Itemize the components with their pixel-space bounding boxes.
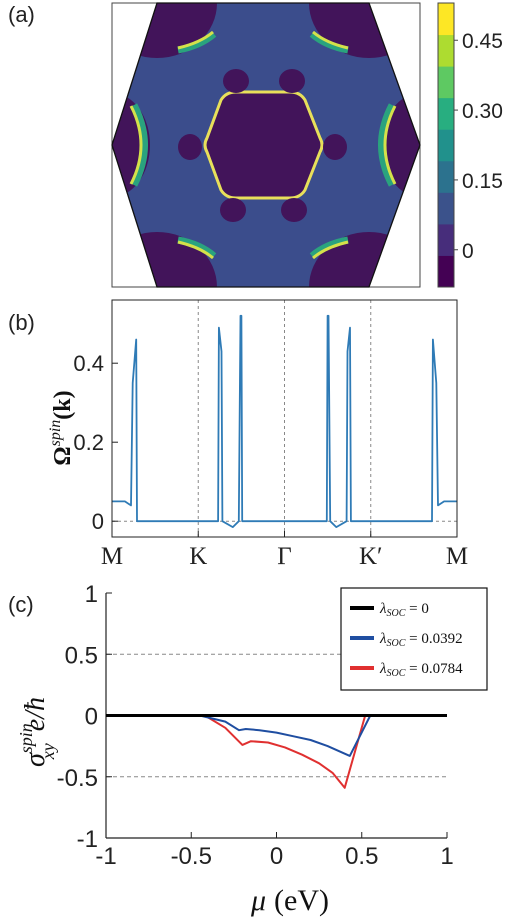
- corner-rim-top-right: [309, 31, 349, 54]
- y-tick-label: -0.5: [57, 765, 98, 792]
- y-tick-label: 0.4: [73, 351, 104, 376]
- legend-value: = 0.0784: [405, 661, 463, 677]
- colorbar-tick-label: 0: [462, 240, 474, 263]
- colorbar-bands: [438, 3, 454, 288]
- corner-rim-bottom-right-inner: [312, 240, 349, 260]
- colorbar-ticks: 0.45 0.30 0.15 0: [454, 30, 503, 263]
- x-tick-label: M: [446, 543, 468, 570]
- y-axis-label-c: σspin xy e/ħ: [16, 697, 58, 767]
- corner-rim-bottom-right: [309, 236, 349, 259]
- legend-label: λSOC = 0: [379, 601, 429, 619]
- panel-c-plot: 1 0.5 0 -0.5 -1-1 -0.5 0 0.5 1: [57, 581, 454, 870]
- colorbar-band-8: [438, 3, 454, 36]
- colorbar-tick-label: 0.30: [462, 100, 503, 123]
- colorbar-band-1: [438, 223, 454, 256]
- corner-rim-top-left: [177, 31, 217, 54]
- colorbar-band-4: [438, 129, 454, 162]
- legend-sub: SOC: [387, 668, 406, 679]
- legend-value: = 0.0392: [405, 631, 462, 647]
- ylabel-c-sub: xy: [38, 743, 58, 760]
- ylabel-c-sup: spin: [16, 723, 36, 753]
- legend-lambda: λ: [379, 631, 387, 647]
- x-tick-label: -0.5: [171, 843, 212, 870]
- legend-sub: SOC: [387, 608, 406, 619]
- colorbar: 0.45 0.30 0.15 0: [437, 2, 503, 288]
- x-tick-label: K: [189, 543, 207, 570]
- spin-hall-line-2: [106, 714, 447, 789]
- ylabel-c-main: σ: [20, 752, 51, 767]
- panel-c-label: (c): [8, 592, 34, 617]
- legend-sub: SOC: [387, 638, 406, 649]
- lobe-left: [178, 134, 202, 160]
- corner-rim-top-right-inner: [312, 30, 349, 50]
- legend-lambda: λ: [379, 601, 387, 617]
- colorbar-tick-label: 0.15: [462, 170, 503, 193]
- spin-hall-line-1: [106, 714, 447, 757]
- central-pocket: [203, 90, 324, 200]
- legend-label: λSOC = 0.0392: [379, 631, 463, 649]
- xlabel-c-unit: (eV): [274, 884, 329, 917]
- brillouin-zone-outline: [111, 2, 421, 288]
- berry-curvature-line: [112, 314, 457, 528]
- corner-rim-left: [130, 103, 148, 187]
- y-tick-label: 0.2: [73, 430, 104, 455]
- x-tick-label: 0.5: [345, 843, 378, 870]
- panel-b-label: (b): [8, 310, 35, 335]
- colorbar-frame: [437, 2, 455, 288]
- corner-rim-right: [378, 103, 396, 187]
- y-tick-label: -1: [77, 826, 98, 853]
- corner-rim-right-inner: [383, 105, 397, 185]
- y-tick-label: 0: [85, 704, 98, 731]
- corner-rim-bottom-left: [177, 236, 217, 259]
- panel-a-label: (a): [8, 2, 35, 27]
- corner-rim-bottom-left-inner: [177, 240, 214, 260]
- panel-b-frame: [111, 299, 458, 538]
- lobe-bottom-left: [220, 198, 246, 222]
- colorbar-band-5: [438, 97, 454, 130]
- ylabel-b-paren: (k): [50, 390, 76, 419]
- corner-pocket-left: [112, 93, 150, 197]
- corner-rim-top-left-inner: [177, 30, 214, 50]
- small-lobes: [178, 69, 347, 222]
- svg-text:Ωspin(k): Ωspin(k): [47, 390, 76, 465]
- panel-b-plot: M K Γ K′ M 0 0.2 0.4: [73, 299, 468, 570]
- colorbar-band-3: [438, 160, 454, 193]
- legend-value: = 0: [405, 601, 428, 617]
- ylabel-c-unit: e/ħ: [20, 697, 51, 731]
- ylabel-b-sup: spin: [47, 420, 64, 447]
- lobe-right: [323, 134, 347, 160]
- corner-rim-left-inner: [129, 105, 143, 185]
- y-tick-label: 0: [92, 509, 104, 534]
- colorbar-band-0: [438, 255, 454, 288]
- x-tick-label: K′: [359, 543, 383, 570]
- legend-label: λSOC = 0.0784: [379, 661, 463, 679]
- x-axis-label-c: μ (eV): [250, 884, 329, 917]
- x-tick-label: 1: [440, 843, 453, 870]
- colorbar-band-2: [438, 192, 454, 225]
- y-tick-label: 0.5: [65, 642, 98, 669]
- x-tick-label: M: [101, 543, 123, 570]
- y-axis-label-b: Ωspin(k): [47, 390, 76, 465]
- central-hexagon: [203, 90, 324, 200]
- lobe-top-right: [279, 69, 305, 93]
- colorbar-tick-label: 0.45: [462, 30, 503, 53]
- y-tick-label: 1: [85, 581, 98, 608]
- x-tick-label: 0: [270, 843, 283, 870]
- lobe-bottom-right: [281, 198, 307, 222]
- legend-lambda: λ: [379, 661, 387, 677]
- colorbar-band-7: [438, 34, 454, 67]
- xlabel-c-mu: μ: [250, 884, 266, 917]
- corner-pocket-right: [382, 93, 420, 197]
- ylabel-b-main: Ω: [50, 446, 76, 465]
- x-tick-label: Γ: [277, 543, 291, 570]
- colorbar-band-6: [438, 66, 454, 99]
- lobe-top-left: [223, 69, 249, 93]
- x-tick-label: -1: [95, 843, 116, 870]
